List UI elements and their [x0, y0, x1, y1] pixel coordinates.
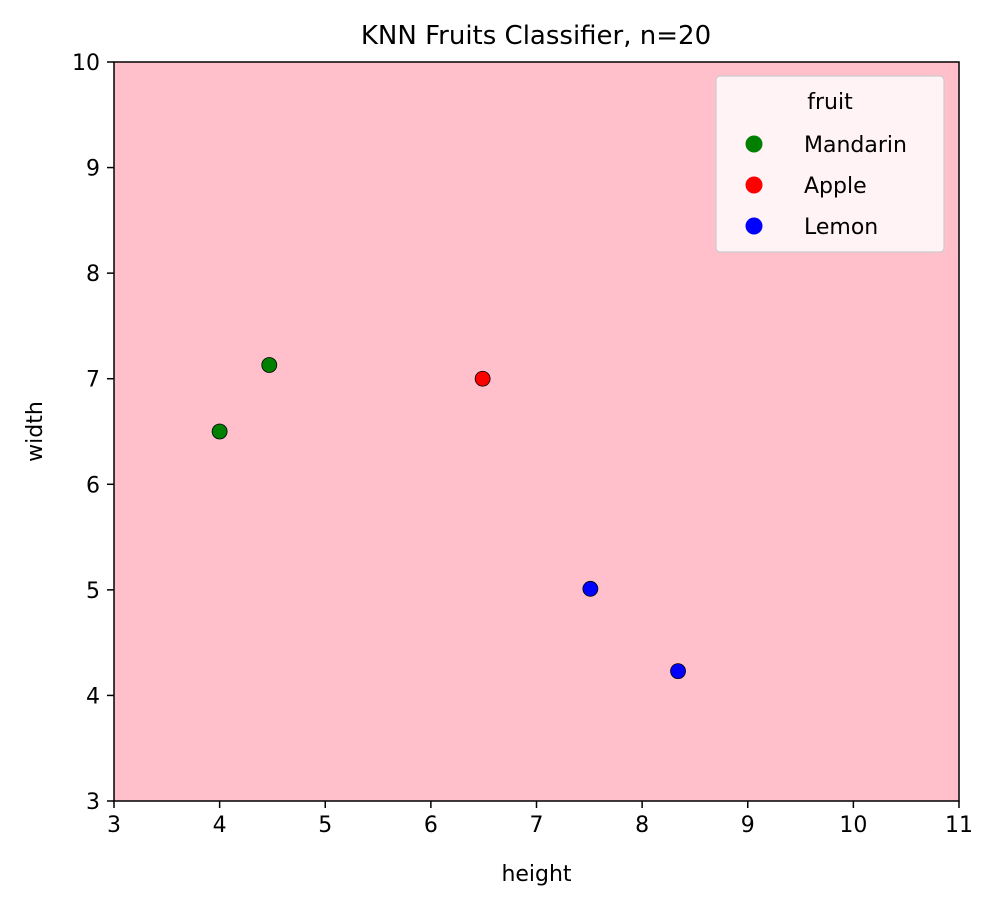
data-point-mandarin-2: [261, 357, 278, 373]
legend-marker-lemon: [745, 217, 763, 235]
x-tick-label: 11: [945, 813, 973, 838]
legend: fruit Mandarin Apple Lemon: [715, 75, 945, 253]
x-tick-label: 5: [318, 813, 332, 838]
x-tick-label: 4: [213, 813, 227, 838]
y-tick-label: 9: [86, 157, 100, 182]
data-points: [211, 357, 686, 680]
y-tick-label: 4: [86, 684, 100, 709]
y-tick-label: 8: [86, 262, 100, 287]
y-tick-label: 6: [86, 473, 100, 498]
x-tick-label: 3: [107, 813, 121, 838]
x-tick-label: 9: [741, 813, 755, 838]
data-point-apple-1: [474, 370, 491, 387]
y-tick-label: 10: [72, 51, 100, 76]
legend-items: Mandarin Apple Lemon: [745, 133, 907, 240]
legend-label-lemon: Lemon: [804, 215, 878, 240]
axis-ticks: 3 4 5 6 7 8 9 10 11 3 4 5 6 7 8 9 10: [72, 51, 973, 838]
x-axis-label: height: [501, 862, 571, 887]
data-point-lemon-2: [670, 663, 686, 680]
legend-label-apple: Apple: [804, 174, 867, 199]
y-tick-label: 3: [86, 790, 100, 815]
y-tick-label: 5: [86, 579, 100, 604]
data-point-mandarin-1: [211, 423, 228, 440]
legend-marker-apple: [745, 176, 763, 194]
x-tick-label: 10: [839, 813, 867, 838]
data-point-lemon-1: [582, 580, 599, 597]
legend-label-mandarin: Mandarin: [804, 133, 907, 158]
legend-title: fruit: [807, 90, 853, 115]
x-tick-label: 6: [424, 813, 438, 838]
legend-marker-mandarin: [745, 135, 763, 153]
y-tick-label: 7: [86, 368, 100, 393]
x-tick-label: 8: [635, 813, 649, 838]
plot-frame: [113, 61, 960, 802]
y-axis-label: width: [23, 401, 48, 462]
x-tick-label: 7: [530, 813, 544, 838]
legend-box: [715, 75, 945, 253]
chart-title: KNN Fruits Classifier, n=20: [361, 21, 711, 51]
